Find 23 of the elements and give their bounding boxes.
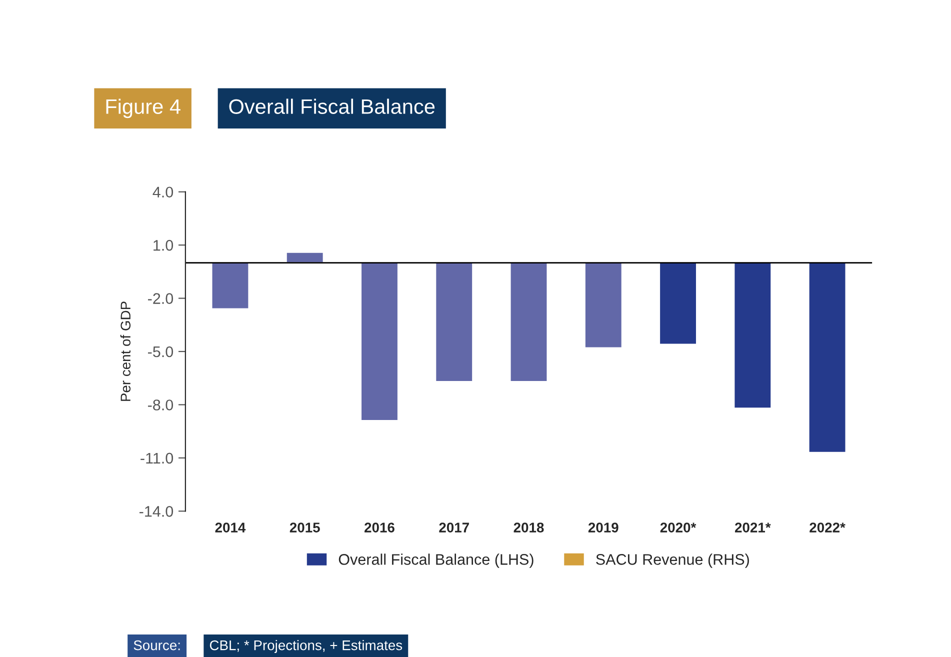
y-tick-label: -8.0: [148, 400, 174, 410]
y-tick-label: -14.0: [140, 506, 174, 517]
y-tick-label: 1.0: [154, 240, 174, 251]
y-tick-label: -2.0: [148, 293, 174, 304]
x-tick-label: 2019: [588, 522, 618, 532]
y-axis-title: Per cent of GDP: [120, 302, 131, 401]
y-tick-label: -11.0: [140, 452, 174, 464]
y-tick-label: -5.0: [148, 346, 174, 358]
x-tick-label: 2018: [514, 522, 544, 532]
x-tick-label: 2021*: [734, 522, 771, 532]
x-tick-label: 2015: [290, 522, 320, 532]
legend-label: Overall Fiscal Balance (LHS): [338, 554, 534, 568]
legend-label: SACU Revenue (RHS): [596, 554, 749, 568]
y-tick-label: 4.0: [152, 186, 174, 198]
x-tick-label: 2017: [439, 522, 469, 532]
x-tick-label: 2022*: [810, 522, 846, 532]
caption: Figure 4: [106, 98, 180, 118]
chart-title: Overall Fiscal Balance: [229, 98, 435, 114]
text: CBL; * Projections, + Estimates: [210, 640, 402, 653]
x-tick-label: 2016: [364, 522, 394, 532]
x-tick-label: 2020*: [660, 522, 696, 532]
x-tick-label: 2014: [215, 522, 246, 532]
source-note: Source:: [134, 640, 180, 650]
